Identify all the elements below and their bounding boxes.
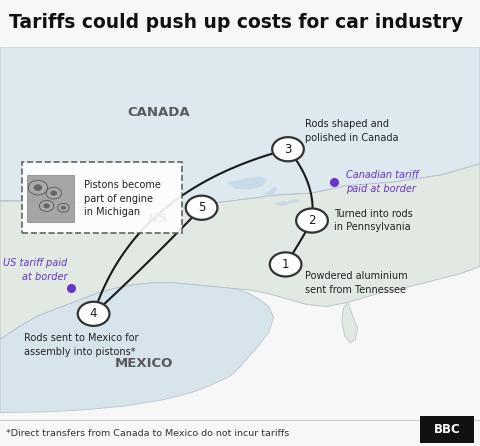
Polygon shape <box>247 183 256 195</box>
Polygon shape <box>274 201 290 206</box>
Text: *Direct transfers from Canada to Mexico do not incur tariffs: *Direct transfers from Canada to Mexico … <box>6 429 289 438</box>
Circle shape <box>272 137 304 161</box>
Polygon shape <box>228 177 266 190</box>
Circle shape <box>186 196 217 220</box>
Circle shape <box>61 206 66 210</box>
Text: BBC: BBC <box>433 423 460 436</box>
Circle shape <box>296 208 328 233</box>
Text: CANADA: CANADA <box>127 106 190 119</box>
Text: 3: 3 <box>284 143 292 156</box>
Polygon shape <box>342 303 358 343</box>
Text: Rods shaped and
polished in Canada: Rods shaped and polished in Canada <box>305 119 398 143</box>
FancyBboxPatch shape <box>27 175 74 223</box>
Text: Rods sent to Mexico for
assembly into pistons*: Rods sent to Mexico for assembly into pi… <box>24 333 139 357</box>
Text: Turned into rods
in Pennsylvania: Turned into rods in Pennsylvania <box>334 209 412 232</box>
Circle shape <box>28 180 48 195</box>
Text: 4: 4 <box>90 307 97 320</box>
Polygon shape <box>288 198 300 203</box>
Text: Powdered aluminium
sent from Tennessee: Powdered aluminium sent from Tennessee <box>305 271 408 294</box>
Circle shape <box>43 203 50 208</box>
Text: 1: 1 <box>282 258 289 271</box>
Circle shape <box>78 302 109 326</box>
Text: MEXICO: MEXICO <box>115 357 173 370</box>
Circle shape <box>39 200 54 211</box>
Text: Canadian tariff
paid at border: Canadian tariff paid at border <box>346 170 418 194</box>
FancyBboxPatch shape <box>420 416 474 443</box>
Polygon shape <box>0 283 274 413</box>
Text: 5: 5 <box>198 201 205 214</box>
Polygon shape <box>0 164 480 339</box>
Circle shape <box>34 184 42 191</box>
Text: Tariffs could push up costs for car industry: Tariffs could push up costs for car indu… <box>9 13 463 32</box>
Polygon shape <box>0 47 480 205</box>
Text: Pistons become
part of engine
in Michigan: Pistons become part of engine in Michiga… <box>84 180 161 217</box>
Text: 2: 2 <box>308 214 316 227</box>
Circle shape <box>50 190 57 196</box>
FancyBboxPatch shape <box>22 162 182 233</box>
Circle shape <box>58 203 69 212</box>
Circle shape <box>46 187 61 199</box>
Circle shape <box>270 252 301 277</box>
Polygon shape <box>263 186 277 197</box>
Text: US: US <box>148 212 168 225</box>
Text: US tariff paid
at border: US tariff paid at border <box>3 258 67 282</box>
